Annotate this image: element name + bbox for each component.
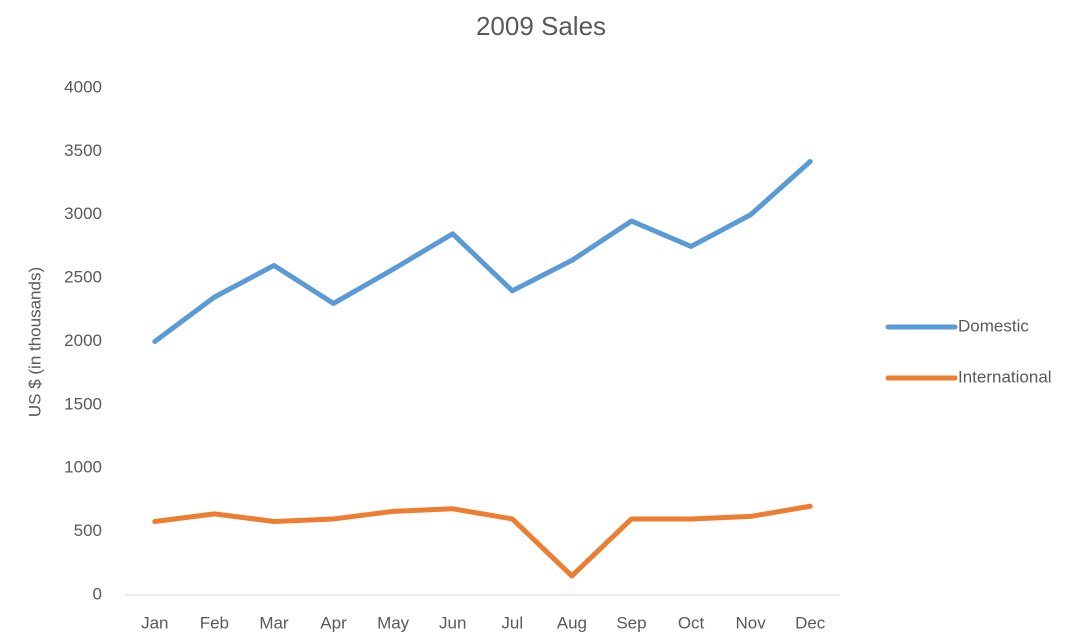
y-tick-label: 3000 — [64, 204, 102, 223]
x-tick-label: Feb — [200, 613, 229, 632]
x-tick-label: Jan — [141, 613, 168, 632]
series-line — [152, 159, 813, 344]
x-tick-label: Aug — [557, 613, 587, 632]
x-tick-label: Jun — [439, 613, 466, 632]
y-tick-label: 4000 — [64, 77, 102, 96]
legend-label: International — [958, 367, 1052, 386]
x-tick-label: Sep — [616, 613, 646, 632]
x-tick-label: Apr — [320, 613, 347, 632]
y-tick-label: 1500 — [64, 394, 102, 413]
y-tick-label: 3500 — [64, 141, 102, 160]
x-tick-label: Dec — [795, 613, 826, 632]
chart-title: 2009 Sales — [476, 11, 606, 41]
y-axis-label: US $ (in thousands) — [25, 267, 44, 417]
x-tick-label: Jul — [501, 613, 523, 632]
x-tick-label: May — [377, 613, 410, 632]
y-tick-label: 500 — [74, 521, 102, 540]
legend-label: Domestic — [958, 316, 1029, 335]
y-tick-label: 1000 — [64, 458, 102, 477]
x-tick-label: Oct — [678, 613, 705, 632]
y-tick-label: 0 — [93, 584, 102, 603]
series-line — [152, 503, 813, 579]
y-tick-label: 2000 — [64, 331, 102, 350]
x-tick-label: Nov — [736, 613, 767, 632]
x-tick-label: Mar — [259, 613, 289, 632]
y-tick-label: 2500 — [64, 268, 102, 287]
